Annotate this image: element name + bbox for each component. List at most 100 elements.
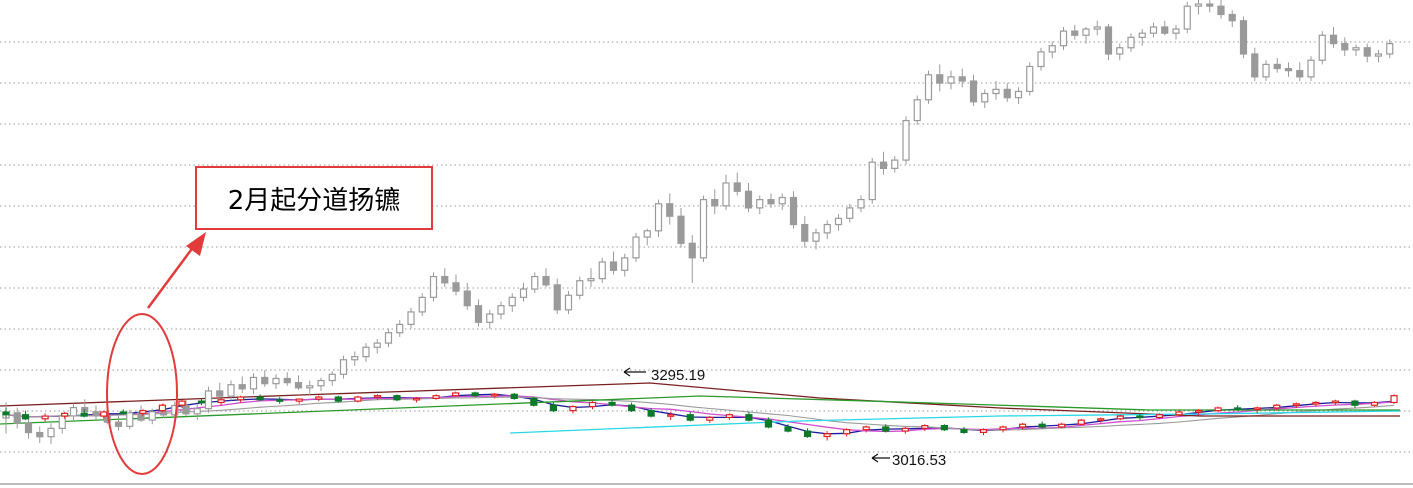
upper-candle-body bbox=[261, 376, 269, 385]
lower-candle-body bbox=[960, 429, 968, 433]
lower-candle-body bbox=[334, 396, 342, 402]
upper-candle-body bbox=[1138, 32, 1146, 38]
upper-candle-body bbox=[463, 290, 471, 307]
upper-candle-body bbox=[1082, 28, 1090, 36]
upper-candle-body bbox=[148, 411, 156, 421]
lower-candle-body bbox=[823, 433, 831, 438]
upper-candle-body bbox=[508, 296, 516, 307]
upper-candle-body bbox=[519, 288, 528, 298]
lower-candle-body bbox=[569, 405, 577, 412]
upper-candle-body bbox=[1071, 30, 1079, 36]
upper-candle-body bbox=[913, 99, 921, 122]
upper-candle-body bbox=[47, 427, 55, 438]
lower-candle-body bbox=[432, 395, 440, 399]
lower-candle-body bbox=[862, 426, 870, 431]
lower-candle-body bbox=[1175, 411, 1183, 416]
upper-candle-body bbox=[677, 215, 685, 244]
upper-candle-body bbox=[373, 342, 381, 348]
lower-candle-body bbox=[1390, 395, 1398, 404]
upper-candle-body bbox=[159, 411, 168, 416]
upper-candle-body bbox=[654, 203, 663, 232]
upper-candle-body bbox=[13, 412, 21, 424]
upper-candle-body bbox=[801, 223, 809, 242]
upper-candle-body bbox=[1329, 34, 1338, 45]
upper-candle-body bbox=[823, 223, 831, 234]
upper-candle-body bbox=[1239, 20, 1248, 55]
upper-candle-body bbox=[272, 377, 280, 385]
upper-candle-body bbox=[1104, 26, 1113, 55]
upper-candle-body bbox=[812, 232, 820, 242]
lower-candle-body bbox=[373, 395, 382, 398]
upper-candle-body bbox=[733, 182, 741, 192]
upper-candle-body bbox=[1003, 88, 1011, 99]
lower-candle-body bbox=[725, 414, 733, 419]
upper-candle-body bbox=[632, 236, 640, 259]
upper-candle-body bbox=[396, 323, 404, 334]
lower-candle-body bbox=[1116, 415, 1124, 420]
upper-candle-body bbox=[238, 384, 246, 390]
upper-candle-body bbox=[553, 284, 561, 311]
upper-candle-body bbox=[36, 431, 44, 438]
upper-candle-body bbox=[69, 407, 78, 417]
lower-candle-body bbox=[667, 414, 675, 417]
price-labels: 3295.19 3016.53 bbox=[623, 367, 946, 469]
lower-candle-body bbox=[315, 396, 323, 400]
price-label-low: 3016.53 bbox=[892, 452, 946, 469]
lower-candle-body bbox=[549, 404, 558, 412]
upper-candle-body bbox=[418, 296, 426, 313]
lower-candle-body bbox=[940, 425, 949, 431]
upper-candle-body bbox=[216, 390, 224, 397]
upper-candle-body bbox=[1262, 63, 1270, 78]
upper-candle-body bbox=[756, 199, 764, 209]
upper-candle-body bbox=[564, 294, 573, 311]
lower-candle-body bbox=[491, 393, 499, 397]
lower-candle-body bbox=[1194, 410, 1203, 413]
upper-candle-body bbox=[722, 182, 730, 207]
lower-candle-body bbox=[21, 414, 30, 420]
upper-candle-body bbox=[924, 74, 933, 101]
upper-candle-body bbox=[441, 275, 449, 284]
upper-candle-body bbox=[902, 119, 910, 161]
lower-candle-body bbox=[901, 427, 909, 432]
upper-candle-body bbox=[542, 275, 550, 286]
pointer-arrow-shaft bbox=[146, 245, 196, 309]
upper-candle-body bbox=[497, 305, 505, 315]
lower-candle-series bbox=[2, 391, 1398, 441]
upper-candle-body bbox=[879, 161, 888, 170]
lower-candle-body bbox=[61, 412, 69, 417]
upper-candle-body bbox=[1059, 30, 1068, 47]
lower-candle-body bbox=[764, 419, 773, 428]
lower-candle-body bbox=[1273, 404, 1281, 409]
upper-candle-body bbox=[1341, 42, 1349, 51]
lower-candle-body bbox=[178, 400, 186, 406]
price-label-low-arrow bbox=[871, 453, 890, 463]
upper-candle-body bbox=[1318, 34, 1326, 61]
upper-candle-body bbox=[868, 161, 876, 201]
upper-candle-body bbox=[744, 190, 753, 209]
upper-candle-body bbox=[1251, 53, 1259, 78]
upper-candle-body bbox=[486, 313, 494, 323]
pointer-arrow-head bbox=[186, 232, 206, 256]
upper-candle-body bbox=[294, 382, 303, 389]
upper-candle-body bbox=[958, 76, 966, 82]
upper-candle-body bbox=[1127, 36, 1135, 49]
upper-candle-body bbox=[227, 384, 235, 397]
lower-candle-body bbox=[256, 396, 264, 401]
upper-candle-body bbox=[1228, 13, 1236, 22]
upper-candle-body bbox=[1014, 90, 1023, 99]
lower-candle-body bbox=[1077, 419, 1085, 425]
lower-candle-body bbox=[588, 401, 597, 408]
upper-candle-body bbox=[936, 74, 944, 84]
upper-candle-body bbox=[24, 422, 33, 434]
lower-candle-body bbox=[921, 425, 929, 429]
upper-candle-body bbox=[834, 217, 843, 226]
upper-candle-body bbox=[384, 332, 393, 344]
highlight-ellipse bbox=[106, 313, 178, 475]
lower-candle-body bbox=[1038, 423, 1046, 428]
lower-candle-body bbox=[119, 411, 127, 415]
lower-candle-body bbox=[1331, 400, 1340, 404]
annotation-text: 2月起分道扬镳 bbox=[227, 185, 401, 216]
lower-candle-body bbox=[1253, 407, 1261, 411]
upper-candle-body bbox=[1048, 45, 1056, 53]
upper-candle-body bbox=[1093, 26, 1101, 30]
